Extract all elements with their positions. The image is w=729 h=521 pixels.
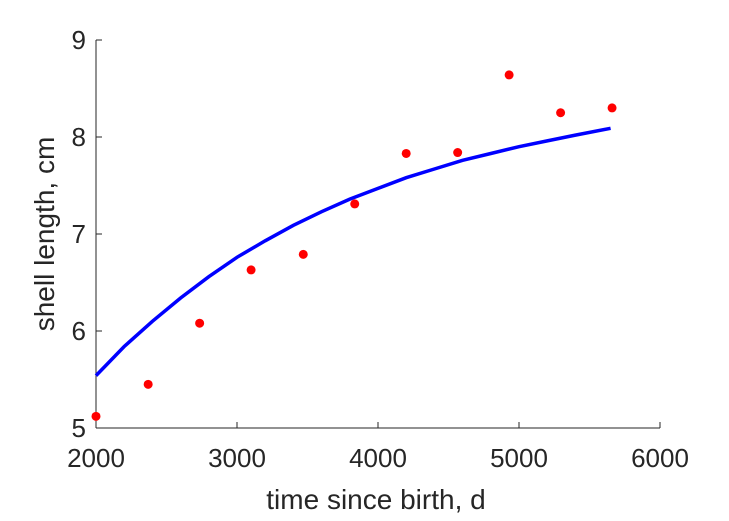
data-point bbox=[246, 265, 256, 275]
y-tick-label: 6 bbox=[72, 316, 86, 346]
x-tick-label: 3000 bbox=[208, 443, 266, 473]
x-tick-label: 5000 bbox=[490, 443, 548, 473]
y-tick-label: 5 bbox=[72, 413, 86, 443]
fit-curve bbox=[94, 126, 611, 377]
data-point bbox=[91, 411, 101, 421]
x-tick-label: 6000 bbox=[631, 443, 689, 473]
y-axis-label: shell length, cm bbox=[29, 137, 60, 332]
y-tick-label: 7 bbox=[72, 219, 86, 249]
y-axis-ticks: 5 6 7 8 9 bbox=[72, 25, 102, 443]
y-tick-label: 8 bbox=[72, 122, 86, 152]
data-point bbox=[143, 379, 153, 389]
plot-area: 2000 3000 4000 5000 6000 5 6 7 8 9 bbox=[67, 25, 689, 473]
x-axis-ticks: 2000 3000 4000 5000 6000 bbox=[67, 422, 689, 473]
x-tick-label: 2000 bbox=[67, 443, 125, 473]
data-point bbox=[504, 70, 514, 80]
data-point bbox=[556, 108, 566, 118]
data-point bbox=[607, 103, 617, 113]
data-point bbox=[350, 199, 360, 209]
y-tick-label: 9 bbox=[72, 25, 86, 55]
x-tick-label: 4000 bbox=[349, 443, 407, 473]
x-axis-label: time since birth, d bbox=[266, 484, 485, 515]
data-point bbox=[401, 148, 411, 158]
data-point bbox=[453, 148, 463, 158]
data-points bbox=[91, 70, 617, 421]
data-point bbox=[195, 318, 205, 328]
data-point bbox=[298, 249, 308, 259]
